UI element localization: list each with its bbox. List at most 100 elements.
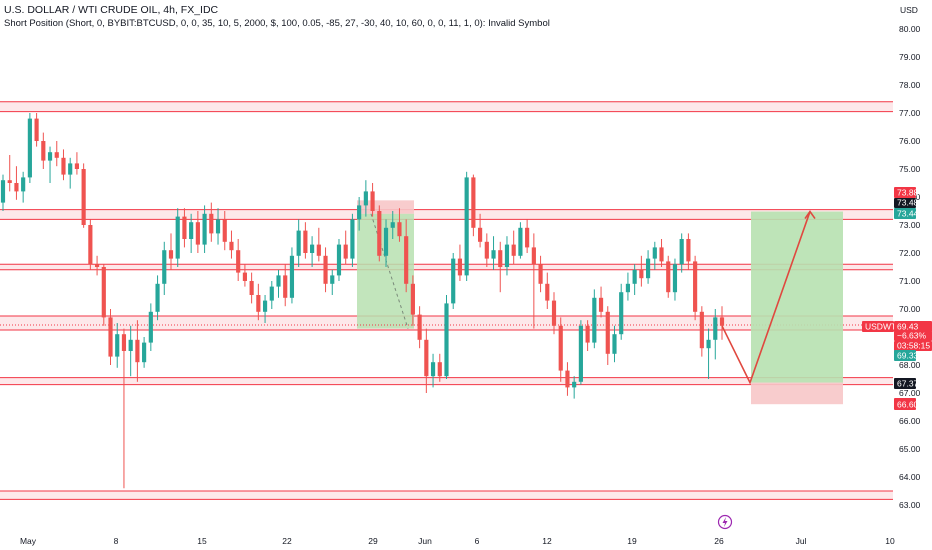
candle[interactable] bbox=[343, 230, 348, 265]
candle[interactable] bbox=[155, 275, 160, 321]
candle[interactable] bbox=[639, 255, 644, 287]
candle[interactable] bbox=[491, 236, 496, 270]
candle[interactable] bbox=[525, 219, 530, 253]
projection-arrow[interactable] bbox=[721, 211, 811, 385]
candle[interactable] bbox=[256, 283, 261, 321]
planned-position-stop-zone[interactable] bbox=[751, 382, 843, 405]
candle[interactable] bbox=[437, 353, 442, 382]
candle[interactable] bbox=[545, 272, 550, 309]
candle[interactable] bbox=[693, 255, 698, 321]
candle[interactable] bbox=[101, 264, 106, 326]
flash-event-icon[interactable] bbox=[717, 514, 733, 530]
candle[interactable] bbox=[182, 208, 187, 248]
zone-band[interactable] bbox=[0, 101, 893, 113]
candle[interactable] bbox=[404, 219, 409, 293]
candle[interactable] bbox=[303, 222, 308, 259]
candle[interactable] bbox=[289, 247, 295, 304]
candle[interactable] bbox=[498, 241, 503, 293]
candle[interactable] bbox=[310, 236, 315, 267]
candle[interactable] bbox=[484, 233, 489, 267]
candle[interactable] bbox=[215, 208, 221, 245]
zone-band[interactable] bbox=[0, 490, 893, 500]
candle[interactable] bbox=[605, 306, 610, 365]
candle[interactable] bbox=[363, 180, 368, 217]
candle[interactable] bbox=[61, 149, 66, 181]
candle[interactable] bbox=[121, 328, 127, 489]
candle[interactable] bbox=[444, 295, 449, 379]
candle[interactable] bbox=[478, 213, 483, 248]
candle[interactable] bbox=[699, 306, 704, 357]
candle[interactable] bbox=[592, 289, 597, 349]
candle[interactable] bbox=[222, 211, 227, 251]
candle[interactable] bbox=[397, 208, 402, 242]
candle[interactable] bbox=[713, 309, 718, 360]
candle[interactable] bbox=[518, 222, 523, 259]
candle[interactable] bbox=[504, 236, 510, 276]
candle[interactable] bbox=[646, 250, 651, 284]
candle[interactable] bbox=[88, 219, 93, 270]
candle[interactable] bbox=[229, 230, 234, 259]
candle[interactable] bbox=[370, 183, 375, 217]
candle[interactable] bbox=[572, 376, 577, 399]
candle[interactable] bbox=[565, 362, 570, 396]
candle[interactable] bbox=[81, 163, 86, 228]
candle[interactable] bbox=[383, 219, 389, 267]
candle[interactable] bbox=[175, 208, 180, 267]
candle[interactable] bbox=[706, 328, 711, 379]
candle[interactable] bbox=[242, 264, 247, 287]
candle[interactable] bbox=[336, 239, 342, 281]
candle[interactable] bbox=[283, 264, 288, 307]
candle[interactable] bbox=[209, 202, 214, 242]
candle[interactable] bbox=[330, 269, 335, 295]
candle[interactable] bbox=[672, 258, 678, 301]
candle[interactable] bbox=[269, 281, 274, 309]
indicator-legend[interactable]: Short Position (Short, 0, BYBIT:BTCUSD, … bbox=[4, 18, 550, 29]
candle[interactable] bbox=[619, 283, 624, 340]
candle[interactable] bbox=[21, 171, 26, 203]
candle[interactable] bbox=[148, 303, 153, 351]
candle[interactable] bbox=[108, 309, 113, 365]
candle[interactable] bbox=[14, 166, 19, 200]
candle[interactable] bbox=[612, 325, 617, 363]
candle[interactable] bbox=[195, 211, 200, 253]
candle[interactable] bbox=[68, 157, 73, 189]
candle[interactable] bbox=[471, 174, 476, 237]
candle[interactable] bbox=[41, 132, 46, 169]
candle[interactable] bbox=[115, 323, 120, 368]
candle[interactable] bbox=[236, 239, 241, 281]
candle[interactable] bbox=[47, 146, 53, 183]
candle[interactable] bbox=[54, 141, 59, 167]
planned-position-target-zone[interactable] bbox=[751, 211, 843, 383]
candle[interactable] bbox=[652, 241, 657, 270]
zone-band[interactable] bbox=[0, 209, 893, 220]
candle[interactable] bbox=[464, 171, 469, 281]
candle[interactable] bbox=[558, 317, 563, 382]
candle[interactable] bbox=[377, 205, 382, 262]
candle[interactable] bbox=[719, 306, 725, 340]
candle[interactable] bbox=[585, 320, 590, 351]
candle[interactable] bbox=[350, 213, 355, 267]
candle[interactable] bbox=[410, 275, 415, 326]
candle[interactable] bbox=[632, 264, 637, 295]
candle[interactable] bbox=[578, 320, 583, 385]
candle[interactable] bbox=[168, 233, 174, 270]
candle[interactable] bbox=[451, 253, 456, 309]
candle[interactable] bbox=[142, 337, 147, 368]
candle[interactable] bbox=[625, 272, 631, 301]
candle[interactable] bbox=[189, 213, 194, 253]
candle[interactable] bbox=[135, 320, 140, 382]
candle[interactable] bbox=[679, 233, 684, 273]
candle[interactable] bbox=[430, 353, 436, 388]
candle[interactable] bbox=[538, 255, 543, 293]
zone-band[interactable] bbox=[0, 263, 893, 271]
candle[interactable] bbox=[7, 155, 12, 192]
candle[interactable] bbox=[276, 269, 281, 298]
candle[interactable] bbox=[390, 211, 395, 239]
candle[interactable] bbox=[457, 244, 463, 281]
candle[interactable] bbox=[162, 241, 167, 295]
candle[interactable] bbox=[262, 295, 268, 323]
candle[interactable] bbox=[94, 255, 100, 276]
candle[interactable] bbox=[598, 286, 604, 318]
candle[interactable] bbox=[424, 328, 429, 393]
